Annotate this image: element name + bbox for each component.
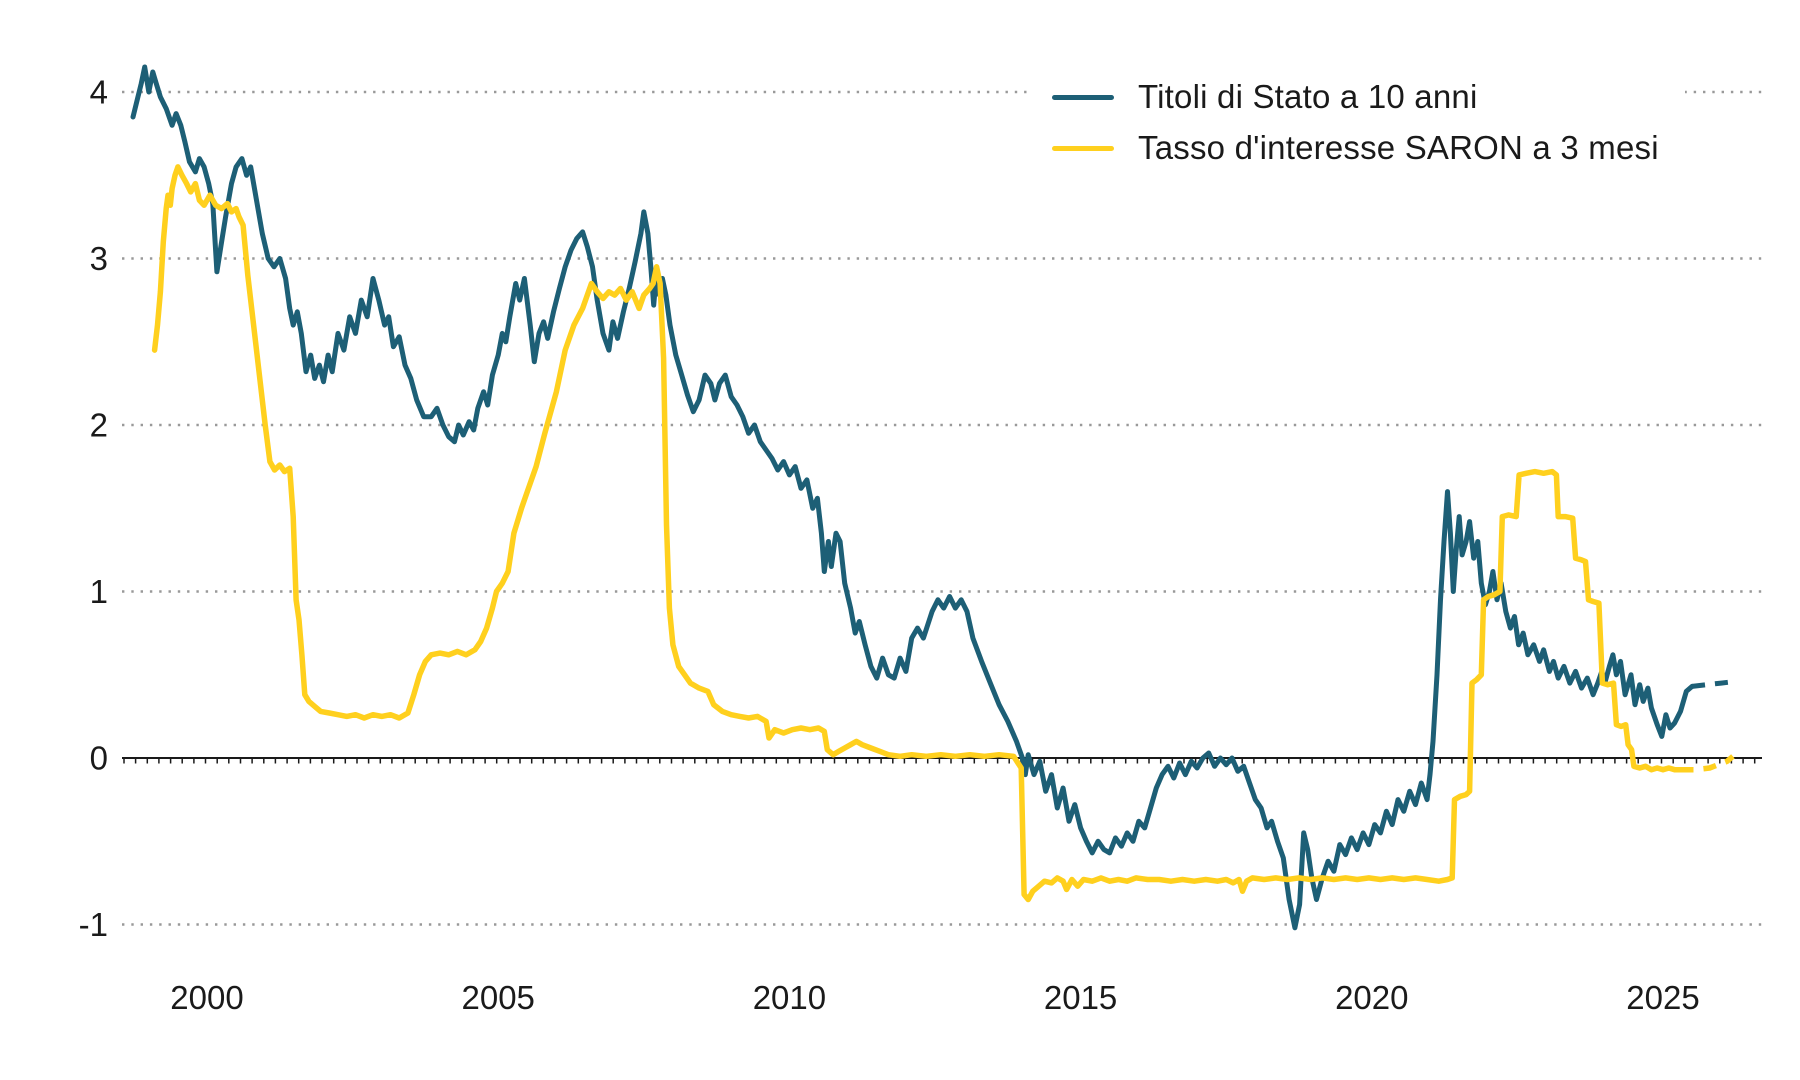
y-axis-tick-label-4: 4 [90, 74, 108, 111]
x-axis-tick-label-2000: 2000 [170, 979, 243, 1016]
legend-item-government-bonds: Titoli di Stato a 10 anni [1052, 78, 1659, 116]
y-axis-tick-label-1: 1 [90, 573, 108, 610]
x-axis-tick-label-2025: 2025 [1626, 979, 1699, 1016]
x-axis-tick-label-2005: 2005 [461, 979, 534, 1016]
bonds-line-swatch-icon [1052, 94, 1114, 100]
legend-label-saron: Tasso d'interesse SARON a 3 mesi [1138, 129, 1659, 166]
y-axis-tick-label--1: -1 [79, 906, 108, 943]
saron-line-swatch-icon [1052, 145, 1114, 151]
x-axis-tick-label-2015: 2015 [1044, 979, 1117, 1016]
zero-axis-minor-ticks [123, 759, 1756, 764]
y-axis-tick-label-3: 3 [90, 240, 108, 277]
x-axis-tick-label-2010: 2010 [753, 979, 826, 1016]
legend: Titoli di Stato a 10 anni Tasso d'intere… [1032, 70, 1685, 177]
legend-label-government-bonds: Titoli di Stato a 10 anni [1138, 78, 1478, 115]
y-axis-tick-label-0: 0 [90, 740, 108, 777]
x-axis-tick-label-2020: 2020 [1335, 979, 1408, 1016]
y-axis-tick-label-2: 2 [90, 407, 108, 444]
series-line-titoli-di-stato-a-10-anni-forecast [1691, 678, 1737, 689]
legend-item-saron: Tasso d'interesse SARON a 3 mesi [1052, 129, 1659, 167]
series-line-tasso-d-interesse-saron-a-3-mesi-forecast [1680, 754, 1735, 773]
series-line-titoli-di-stato-a-10-anni [130, 64, 1695, 931]
series-line-tasso-d-interesse-saron-a-3-mesi [151, 164, 1684, 903]
